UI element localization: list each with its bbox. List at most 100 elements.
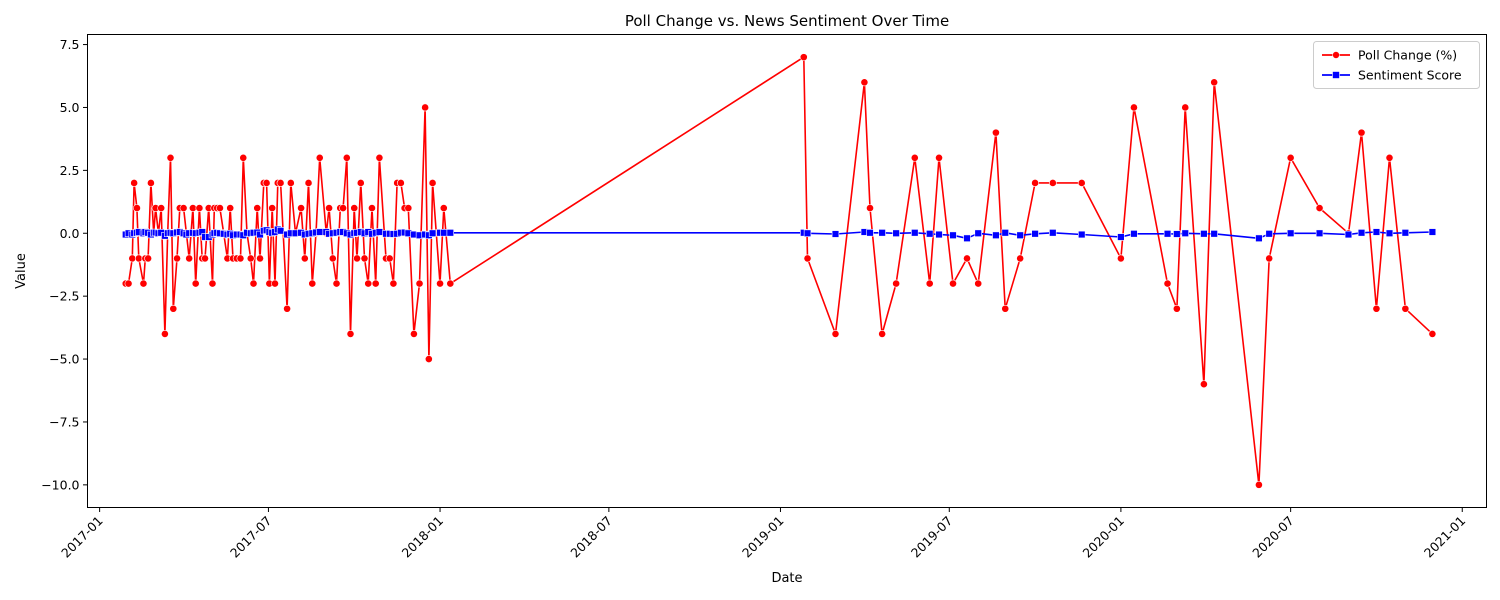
data-point [350, 204, 359, 213]
data-point [157, 204, 166, 213]
data-point [1372, 228, 1381, 236]
series-sentiment-score [122, 225, 1437, 242]
data-point [440, 229, 448, 237]
data-point [342, 153, 351, 162]
data-point [144, 254, 153, 263]
data-point [949, 231, 957, 239]
data-point [404, 204, 413, 213]
data-point [133, 204, 141, 213]
data-point [195, 204, 204, 213]
data-point [1130, 230, 1138, 238]
data-point [1255, 234, 1263, 242]
data-point [1385, 153, 1394, 162]
data-point [799, 53, 808, 62]
data-point [253, 204, 262, 213]
data-point [286, 179, 295, 187]
data-point [1357, 128, 1366, 137]
data-point [446, 229, 455, 237]
data-point [963, 234, 971, 242]
data-point [1200, 380, 1208, 389]
data-point [130, 179, 139, 187]
data-point [910, 153, 919, 162]
data-point [1116, 254, 1125, 263]
data-point [332, 279, 341, 288]
data-point [169, 304, 178, 313]
data-point [1001, 304, 1010, 313]
data-point [925, 279, 934, 288]
data-point [208, 279, 217, 288]
data-point [803, 254, 812, 263]
data-point [935, 230, 943, 239]
data-point [188, 204, 197, 213]
data-point [949, 279, 957, 288]
data-point [925, 230, 934, 238]
data-point [385, 254, 394, 263]
y-tick-label: 5.0 [60, 100, 80, 115]
data-point [256, 230, 264, 239]
data-point [1385, 229, 1394, 237]
data-point [1265, 254, 1274, 263]
data-point [860, 78, 869, 87]
data-point [1401, 229, 1410, 237]
data-point [1428, 329, 1437, 338]
data-point [201, 254, 209, 263]
data-point [831, 329, 840, 338]
data-point [428, 229, 437, 237]
data-point [268, 204, 277, 213]
data-point [1173, 230, 1181, 238]
data-point [271, 279, 279, 288]
data-point [878, 329, 887, 338]
data-point [1078, 230, 1086, 239]
data-point [147, 179, 155, 187]
legend-marker-poll [1332, 51, 1340, 59]
data-point [308, 279, 317, 288]
data-point [410, 329, 418, 338]
data-point [1016, 254, 1025, 263]
data-point [1049, 229, 1057, 237]
data-point [276, 179, 285, 187]
y-axis: −10.0 −7.5 −5.0 −2.5 0.0 2.5 5.0 7.5 [41, 37, 88, 492]
data-point [831, 230, 840, 238]
data-point [1428, 228, 1437, 236]
data-point [1130, 103, 1138, 112]
legend-frame [1313, 41, 1480, 89]
data-point [124, 279, 133, 288]
data-point [283, 304, 291, 313]
data-point [325, 204, 333, 213]
data-point [1200, 230, 1208, 238]
data-point [339, 204, 347, 213]
data-point [1016, 231, 1024, 239]
data-point [1163, 279, 1172, 288]
y-tick-label: 0.0 [60, 226, 80, 241]
data-point [1401, 304, 1410, 313]
data-point [300, 254, 309, 263]
data-point [236, 254, 245, 263]
data-point [191, 279, 200, 288]
legend-label-poll: Poll Change (%) [1358, 48, 1457, 63]
data-point [139, 279, 148, 288]
data-point [276, 227, 285, 235]
data-point [1181, 229, 1189, 237]
chart-title: Poll Change vs. News Sentiment Over Time [625, 12, 949, 30]
data-point [992, 128, 1000, 137]
data-point [161, 329, 169, 338]
data-point [911, 229, 919, 237]
legend-marker-sentiment [1332, 71, 1340, 79]
data-point [803, 229, 812, 237]
data-point [166, 153, 175, 162]
data-point [1210, 78, 1219, 87]
x-axis-title: Date [771, 571, 802, 586]
data-point [353, 254, 361, 263]
data-point [421, 103, 430, 112]
data-point [1031, 230, 1039, 238]
data-point [315, 153, 324, 162]
data-point [262, 179, 271, 187]
data-point [368, 204, 376, 213]
data-point [1357, 229, 1366, 237]
data-point [346, 329, 355, 338]
data-point [134, 254, 143, 263]
data-point [935, 153, 943, 162]
y-tick-label: −10.0 [41, 477, 79, 492]
